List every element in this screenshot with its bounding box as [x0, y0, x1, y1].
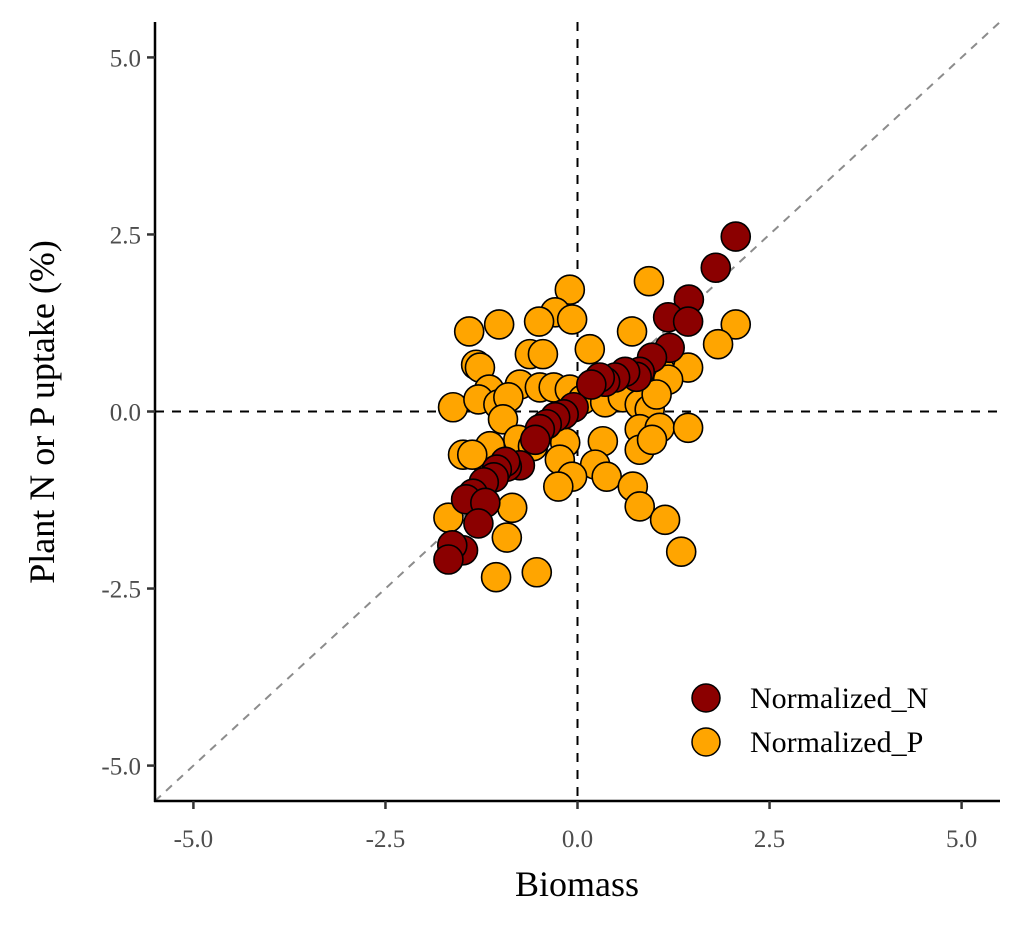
legend-key-normalized-n	[691, 683, 721, 713]
point-normalized-p	[616, 316, 648, 347]
data-points	[433, 221, 752, 593]
y-axis-title: Plant N or P uptake (%)	[22, 240, 62, 584]
point-normalized-n	[576, 369, 607, 400]
legend-label-normalized-n: Normalized_N	[750, 682, 928, 715]
axes: -5.0 -2.5 0.0 2.5 5.0 -5.0 -2.5 0.0 2.5 5.0	[101, 22, 1000, 853]
point-normalized-p	[437, 391, 469, 423]
point-normalized-p	[672, 412, 704, 444]
x-ticks: -5.0 -2.5 0.0 2.5 5.0	[174, 801, 977, 853]
point-normalized-p	[641, 379, 672, 410]
point-normalized-p	[649, 504, 681, 536]
point-normalized-p	[483, 309, 515, 340]
y-tick-label: 2.5	[110, 222, 141, 249]
point-normalized-p	[702, 328, 734, 360]
y-tick-label: 5.0	[110, 45, 141, 72]
point-normalized-p	[665, 536, 697, 568]
legend-label-normalized-p: Normalized_P	[750, 726, 923, 759]
point-normalized-p	[453, 316, 485, 347]
point-normalized-p	[542, 471, 574, 502]
x-axis-title: Biomass	[515, 864, 639, 904]
point-normalized-n	[672, 306, 704, 337]
legend: Normalized_N Normalized_P	[691, 682, 928, 759]
legend-key-normalized-p	[691, 727, 721, 757]
point-normalized-p	[491, 522, 523, 553]
point-normalized-n	[433, 544, 464, 575]
x-tick-label: 0.0	[562, 826, 593, 853]
point-normalized-n	[720, 221, 752, 252]
point-normalized-p	[591, 461, 622, 492]
point-normalized-p	[554, 274, 586, 305]
y-ticks: -5.0 -2.5 0.0 2.5 5.0	[101, 45, 155, 781]
point-normalized-n	[519, 424, 551, 456]
y-tick-label: -2.5	[101, 577, 141, 604]
point-normalized-p	[527, 338, 559, 370]
point-normalized-n	[463, 508, 494, 539]
x-tick-label: -5.0	[174, 826, 214, 853]
point-normalized-p	[574, 333, 606, 365]
x-tick-label: 2.5	[754, 826, 785, 853]
point-normalized-p	[636, 424, 668, 456]
point-normalized-p	[633, 265, 665, 297]
x-tick-label: 5.0	[946, 826, 977, 853]
x-tick-label: -2.5	[366, 826, 406, 853]
point-normalized-p	[480, 561, 512, 593]
point-normalized-p	[456, 439, 488, 470]
point-normalized-p	[720, 309, 752, 340]
y-tick-label: -5.0	[101, 754, 141, 781]
point-normalized-p	[624, 491, 656, 522]
point-normalized-p	[556, 304, 588, 335]
point-normalized-p	[487, 403, 519, 435]
point-normalized-p	[521, 556, 553, 588]
point-normalized-n	[700, 252, 732, 284]
point-normalized-p	[496, 492, 528, 524]
y-tick-label: 0.0	[110, 400, 141, 427]
point-normalized-p	[523, 306, 555, 337]
